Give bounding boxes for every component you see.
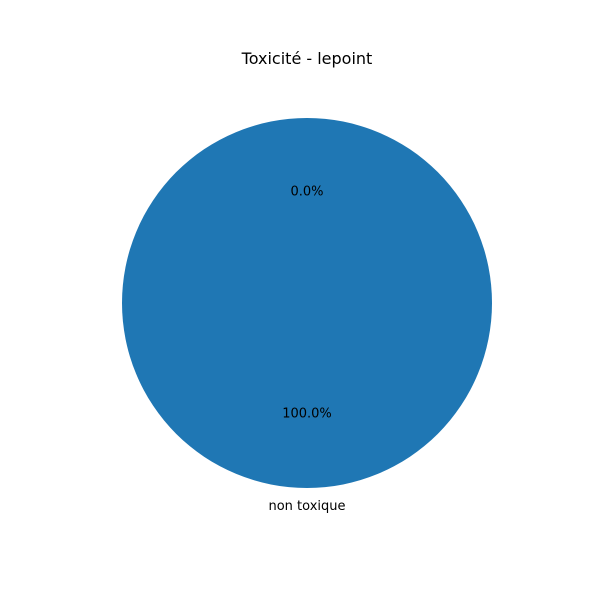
pie-slice-0 — [122, 118, 492, 488]
pie-percent-label-1: 0.0% — [290, 185, 323, 200]
pie-slices — [122, 118, 492, 488]
chart-title: Toxicité - lepoint — [241, 49, 373, 68]
pie-labels: non toxique 100.0% 0.0% — [268, 185, 345, 515]
pie-percent-label-0: 100.0% — [282, 407, 332, 422]
pie-category-label-0: non toxique — [268, 499, 345, 514]
